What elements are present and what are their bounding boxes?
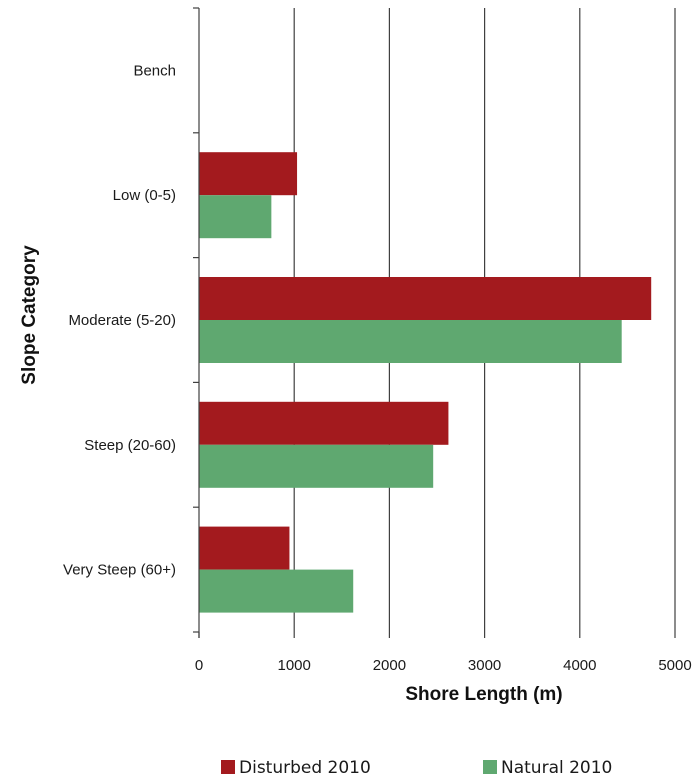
bar-disturbed-2010 (199, 526, 290, 570)
legend-label: Disturbed 2010 (239, 758, 371, 778)
bar-disturbed-2010 (199, 401, 449, 445)
legend-label: Natural 2010 (501, 758, 612, 778)
x-tick-label: 0 (195, 657, 203, 674)
x-tick-label: 4000 (563, 657, 596, 674)
x-tick-label: 2000 (373, 657, 406, 674)
bar-disturbed-2010 (199, 277, 652, 320)
category-label: Steep (20-60) (84, 437, 176, 454)
category-label: Very Steep (60+) (63, 562, 176, 579)
labels: 0 1000 2000 3000 4000 5000 Bench Low (0-5) Moder… (63, 62, 692, 674)
legend-swatch (483, 760, 497, 774)
x-tick-label: 1000 (278, 657, 311, 674)
category-label: Bench (133, 62, 176, 79)
axes (193, 7, 676, 638)
bar-natural-2010 (199, 320, 622, 363)
x-tick-label: 3000 (468, 657, 501, 674)
y-axis-title: Slope Category (19, 245, 40, 385)
bar-natural-2010 (199, 195, 272, 239)
x-axis-title: Shore Length (m) (405, 684, 562, 705)
category-label: Moderate (5-20) (68, 312, 176, 329)
legend: Disturbed 2010 Natural 2010 (221, 758, 612, 778)
bars (199, 152, 652, 613)
legend-swatch (221, 760, 235, 774)
bar-disturbed-2010 (199, 152, 298, 196)
bar-natural-2010 (199, 444, 434, 488)
bar-natural-2010 (199, 569, 354, 613)
x-tick-label: 5000 (658, 657, 691, 674)
category-label: Low (0-5) (113, 187, 176, 204)
